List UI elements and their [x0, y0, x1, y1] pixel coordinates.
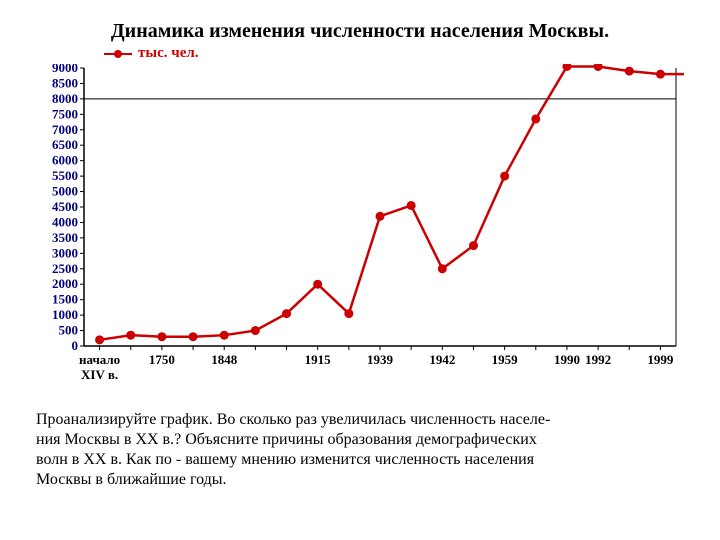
y-tick-label: 1000: [52, 307, 78, 322]
page-title: Динамика изменения численности населения…: [36, 20, 684, 43]
marker-icon: [114, 50, 122, 58]
y-tick-label: 4500: [52, 199, 78, 214]
y-tick-label: 9000: [52, 64, 78, 75]
data-point: [220, 331, 229, 340]
y-tick-label: 5500: [52, 168, 78, 183]
y-tick-label: 3000: [52, 245, 78, 260]
data-point: [500, 172, 509, 181]
data-point: [656, 70, 665, 79]
data-point: [157, 332, 166, 341]
data-point: [95, 335, 104, 344]
y-tick-label: 0: [72, 338, 79, 353]
y-tick-label: 8500: [52, 75, 78, 90]
x-tick-label: 1750: [149, 352, 175, 367]
x-tick-label: XIV в.: [81, 367, 118, 382]
y-tick-label: 6000: [52, 153, 78, 168]
y-tick-label: 7000: [52, 122, 78, 137]
y-tick-label: 500: [59, 323, 79, 338]
data-point: [251, 326, 260, 335]
y-tick-label: 4000: [52, 214, 78, 229]
data-point: [625, 67, 634, 76]
y-tick-label: 2500: [52, 261, 78, 276]
y-tick-label: 5000: [52, 184, 78, 199]
data-point: [376, 212, 385, 221]
x-tick-label: 1939: [367, 352, 394, 367]
data-point: [282, 309, 291, 318]
y-tick-label: 6500: [52, 137, 78, 152]
data-point: [407, 201, 416, 210]
data-point: [469, 241, 478, 250]
y-tick-label: 3500: [52, 230, 78, 245]
legend-label: тыс. чел.: [138, 45, 199, 62]
data-point: [344, 309, 353, 318]
x-tick-label: 1915: [305, 352, 332, 367]
data-point: [313, 280, 322, 289]
x-tick-label: начало: [79, 352, 120, 367]
x-tick-label: 1990: [554, 352, 580, 367]
y-tick-label: 1500: [52, 292, 78, 307]
data-point: [126, 331, 135, 340]
y-tick-label: 2000: [52, 276, 78, 291]
data-point: [531, 114, 540, 123]
legend: тыс. чел.: [104, 45, 684, 62]
data-point: [189, 332, 198, 341]
y-tick-label: 7500: [52, 106, 78, 121]
x-tick-label: 1848: [211, 352, 238, 367]
caption-text: Проанализируйте график. Во сколько раз у…: [36, 410, 684, 490]
x-tick-label: 1992: [585, 352, 611, 367]
x-tick-label: 1959: [492, 352, 519, 367]
legend-swatch: [104, 53, 132, 55]
data-point: [438, 264, 447, 273]
y-tick-label: 8000: [52, 91, 78, 106]
x-tick-label: 1942: [429, 352, 455, 367]
population-chart: 0500100015002000250030003500400045005000…: [36, 64, 684, 404]
x-tick-label: 1999: [647, 352, 674, 367]
